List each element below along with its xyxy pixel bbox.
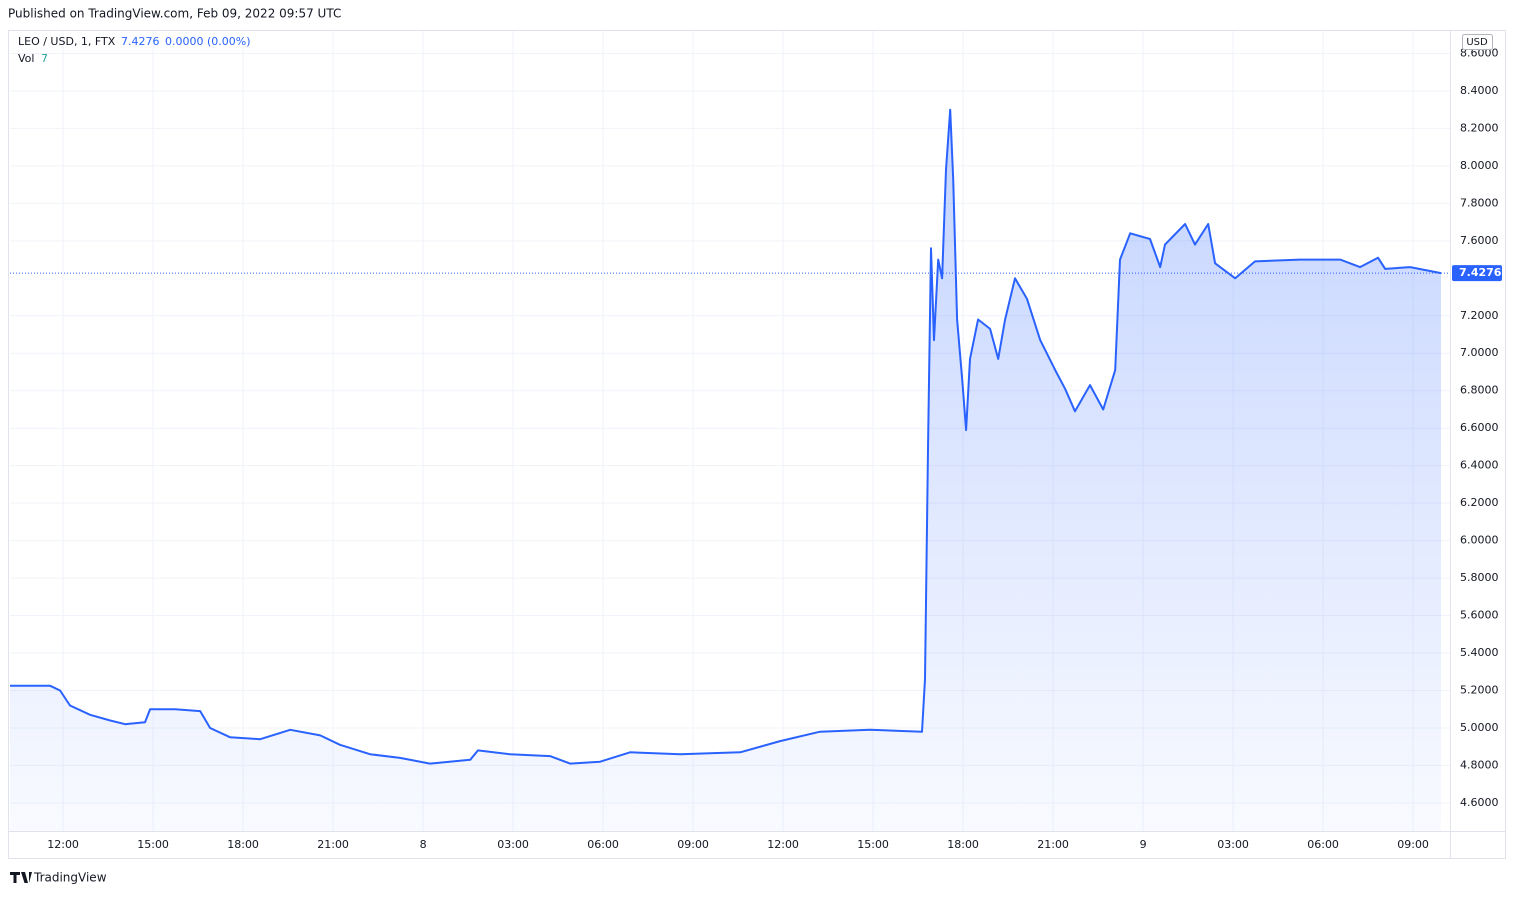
- y-tick-label: 6.0000: [1460, 534, 1499, 547]
- symbol: LEO / USD, 1, FTX: [18, 35, 116, 48]
- axes: 4.6000 4.8000 5.0000 5.2000 5.4000 5.6000 5.80…: [47, 46, 1502, 851]
- y-tick-label: 7.8000: [1460, 196, 1499, 209]
- chart-frame: [8, 30, 1506, 859]
- last-price-label: 7.4276: [1459, 266, 1502, 279]
- area-fill: [10, 109, 1441, 831]
- y-tick-label: 5.2000: [1460, 683, 1499, 696]
- x-tick-label: 03:00: [497, 838, 529, 851]
- x-tick-label: 03:00: [1217, 838, 1249, 851]
- y-tick-label: 5.4000: [1460, 646, 1499, 659]
- x-tick-label: 12:00: [47, 838, 79, 851]
- y-tick-label: 4.8000: [1460, 758, 1499, 771]
- y-tick-label: 5.6000: [1460, 609, 1499, 622]
- last-price-badge: [1452, 265, 1502, 282]
- y-tick-label: 7.6000: [1460, 234, 1499, 247]
- volume-label: Vol: [18, 52, 34, 65]
- y-tick-label: 4.6000: [1460, 796, 1499, 809]
- x-tick-label: 15:00: [857, 838, 889, 851]
- x-tick-label: 8: [420, 838, 427, 851]
- y-tick-label: 6.4000: [1460, 459, 1499, 472]
- y-tick-label: 8.0000: [1460, 159, 1499, 172]
- x-tick-label: 9: [1140, 838, 1147, 851]
- x-tick-label: 09:00: [1397, 838, 1429, 851]
- y-tick-label: 7.0000: [1460, 346, 1499, 359]
- volume-value: 7: [41, 52, 48, 65]
- x-tick-label: 15:00: [137, 838, 169, 851]
- x-tick-label: 18:00: [947, 838, 979, 851]
- currency-box[interactable]: [1462, 34, 1493, 50]
- y-tick-label: 8.2000: [1460, 121, 1499, 134]
- plot: [10, 108, 1450, 831]
- x-tick-label: 21:00: [317, 838, 349, 851]
- x-tick-label: 06:00: [587, 838, 619, 851]
- x-tick-label: 12:00: [767, 838, 799, 851]
- y-tick-label: 6.6000: [1460, 421, 1499, 434]
- x-tick-label: 21:00: [1037, 838, 1069, 851]
- y-tick-label: 6.8000: [1460, 384, 1499, 397]
- header-price: 7.4276: [121, 35, 160, 48]
- price-line: [10, 108, 1442, 765]
- y-tick-label: 7.2000: [1460, 309, 1499, 322]
- x-tick-label: 06:00: [1307, 838, 1339, 851]
- header-change: 0.0000 (0.00%): [165, 35, 251, 48]
- y-tick-label: 6.2000: [1460, 496, 1499, 509]
- x-tick-label: 18:00: [227, 838, 259, 851]
- logo: [10, 872, 32, 883]
- y-tick-label: 5.0000: [1460, 721, 1499, 734]
- currency: USD: [1466, 37, 1488, 48]
- published-note: Published on TradingView.com, Feb 09, 20…: [8, 7, 341, 21]
- y-tick-label: 8.4000: [1460, 84, 1499, 97]
- footer-brand: TradingView: [33, 871, 107, 885]
- y-tick-label: 5.8000: [1460, 571, 1499, 584]
- x-tick-label: 09:00: [677, 838, 709, 851]
